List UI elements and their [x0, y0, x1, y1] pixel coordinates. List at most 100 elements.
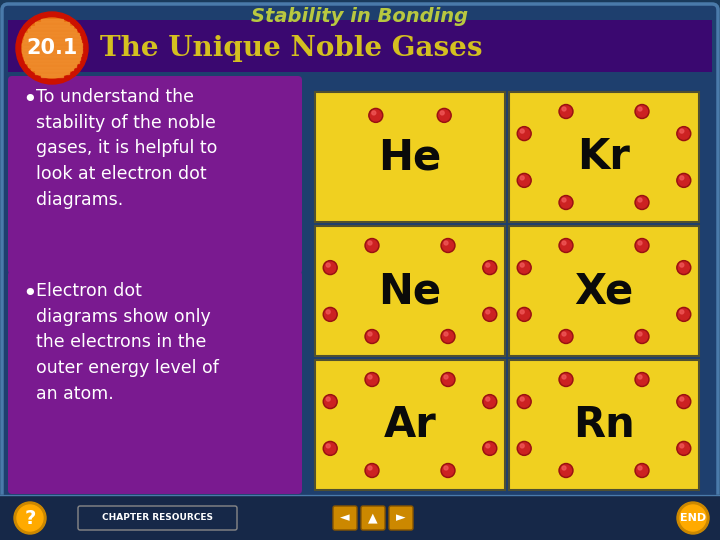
Circle shape [518, 175, 530, 186]
Circle shape [635, 329, 649, 343]
Bar [41, 75, 63, 77]
Circle shape [369, 109, 383, 123]
Circle shape [323, 307, 337, 321]
Circle shape [368, 332, 372, 336]
Circle shape [443, 465, 454, 476]
Circle shape [14, 502, 46, 534]
Circle shape [365, 239, 379, 253]
Circle shape [678, 262, 689, 273]
Circle shape [372, 111, 376, 115]
Circle shape [677, 502, 709, 534]
Circle shape [366, 240, 377, 251]
Circle shape [517, 441, 531, 455]
Circle shape [483, 395, 497, 409]
Text: 20.1: 20.1 [27, 38, 78, 58]
Circle shape [518, 262, 530, 273]
Circle shape [635, 195, 649, 210]
Circle shape [444, 466, 448, 470]
Bar [25, 61, 78, 63]
Circle shape [559, 105, 573, 118]
Circle shape [326, 310, 330, 314]
Circle shape [677, 395, 690, 409]
Circle shape [326, 263, 330, 267]
Circle shape [559, 373, 573, 387]
Circle shape [562, 332, 566, 336]
Text: Xe: Xe [575, 270, 634, 312]
Circle shape [559, 239, 573, 253]
Circle shape [517, 395, 531, 409]
Circle shape [635, 105, 649, 118]
Circle shape [325, 443, 336, 454]
Circle shape [440, 111, 444, 115]
Circle shape [370, 110, 382, 121]
Circle shape [680, 129, 684, 133]
Circle shape [562, 241, 566, 245]
Circle shape [638, 332, 642, 336]
Circle shape [323, 395, 337, 409]
Circle shape [636, 106, 647, 117]
Text: •: • [22, 88, 37, 112]
Circle shape [444, 332, 448, 336]
Text: Rn: Rn [573, 404, 635, 446]
Circle shape [521, 397, 524, 401]
Circle shape [562, 375, 566, 379]
Circle shape [485, 262, 495, 273]
Bar [30, 26, 73, 28]
Circle shape [559, 329, 573, 343]
Circle shape [443, 331, 454, 342]
Bar [23, 54, 81, 56]
Circle shape [517, 173, 531, 187]
Bar [0, 495, 720, 540]
Circle shape [443, 374, 454, 385]
Text: END: END [680, 513, 706, 523]
Circle shape [638, 375, 642, 379]
Bar [35, 71, 69, 73]
Circle shape [326, 397, 330, 401]
Bar [315, 360, 505, 490]
Circle shape [366, 465, 377, 476]
Circle shape [444, 375, 448, 379]
Circle shape [483, 441, 497, 455]
Circle shape [368, 466, 372, 470]
Circle shape [680, 176, 684, 180]
Circle shape [365, 373, 379, 387]
Circle shape [638, 466, 642, 470]
Circle shape [677, 307, 690, 321]
Circle shape [677, 126, 690, 140]
Circle shape [559, 195, 573, 210]
Circle shape [677, 173, 690, 187]
Bar [509, 226, 699, 356]
Circle shape [437, 109, 451, 123]
Circle shape [443, 240, 454, 251]
Circle shape [368, 375, 372, 379]
Circle shape [635, 373, 649, 387]
Circle shape [636, 197, 647, 208]
Circle shape [441, 373, 455, 387]
Text: Ne: Ne [379, 270, 441, 312]
Bar [35, 22, 69, 25]
Circle shape [444, 241, 448, 245]
Circle shape [521, 444, 524, 448]
Circle shape [486, 263, 490, 267]
Circle shape [635, 463, 649, 477]
Circle shape [560, 240, 572, 251]
Circle shape [560, 197, 572, 208]
Circle shape [521, 310, 524, 314]
Circle shape [17, 505, 43, 531]
Text: ▲: ▲ [368, 511, 378, 524]
Circle shape [560, 331, 572, 342]
Text: Electron dot
diagrams show only
the electrons in the
outer energy level of
an at: Electron dot diagrams show only the elec… [36, 282, 219, 403]
Bar [509, 92, 699, 222]
Circle shape [560, 106, 572, 117]
Bar [30, 68, 73, 70]
FancyBboxPatch shape [333, 506, 357, 530]
FancyBboxPatch shape [8, 76, 302, 274]
Circle shape [365, 463, 379, 477]
Bar [24, 36, 80, 39]
Text: ◄: ◄ [340, 511, 350, 524]
Text: CHAPTER RESOURCES: CHAPTER RESOURCES [102, 514, 212, 523]
Text: •: • [22, 282, 37, 306]
Circle shape [325, 396, 336, 407]
Circle shape [485, 443, 495, 454]
Circle shape [441, 463, 455, 477]
